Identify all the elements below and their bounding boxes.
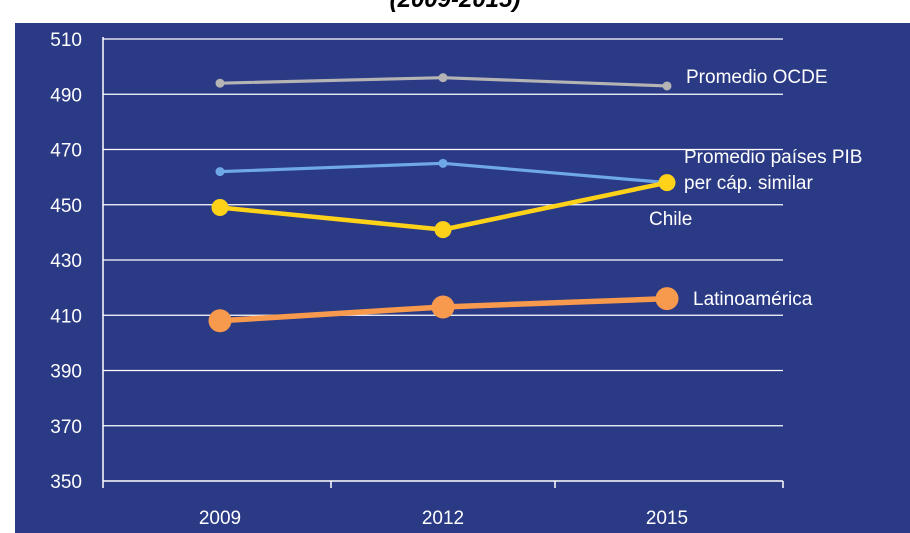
data-point [655,287,679,311]
series-label: Promedio países PIB [684,147,862,168]
chart-panel [15,23,910,533]
data-point [211,199,229,217]
data-point [434,221,452,239]
data-point [658,174,676,192]
y-tick-label: 510 [50,30,82,51]
y-tick-label: 430 [50,251,82,272]
data-point [208,309,232,333]
y-tick-label: 370 [50,417,82,438]
y-tick-label: 490 [50,85,82,106]
x-tick-label: 2012 [422,508,464,529]
y-tick-label: 470 [50,141,82,162]
series-label: Chile [649,209,692,230]
data-point [215,167,225,177]
data-point [662,81,672,91]
x-tick-label: 2015 [646,508,688,529]
data-point [215,78,225,88]
series-label: Latinoamérica [693,289,813,310]
chart-title: (2009-2015) [0,0,910,14]
series-label: per cáp. similar [684,173,813,194]
data-point [431,295,455,319]
y-tick-label: 450 [50,196,82,217]
data-point [438,73,448,83]
data-point [438,158,448,168]
y-tick-label: 390 [50,362,82,383]
y-tick-label: 350 [50,472,82,493]
y-tick-label: 410 [50,306,82,327]
x-tick-label: 2009 [199,508,241,529]
series-label: Promedio OCDE [686,67,828,88]
